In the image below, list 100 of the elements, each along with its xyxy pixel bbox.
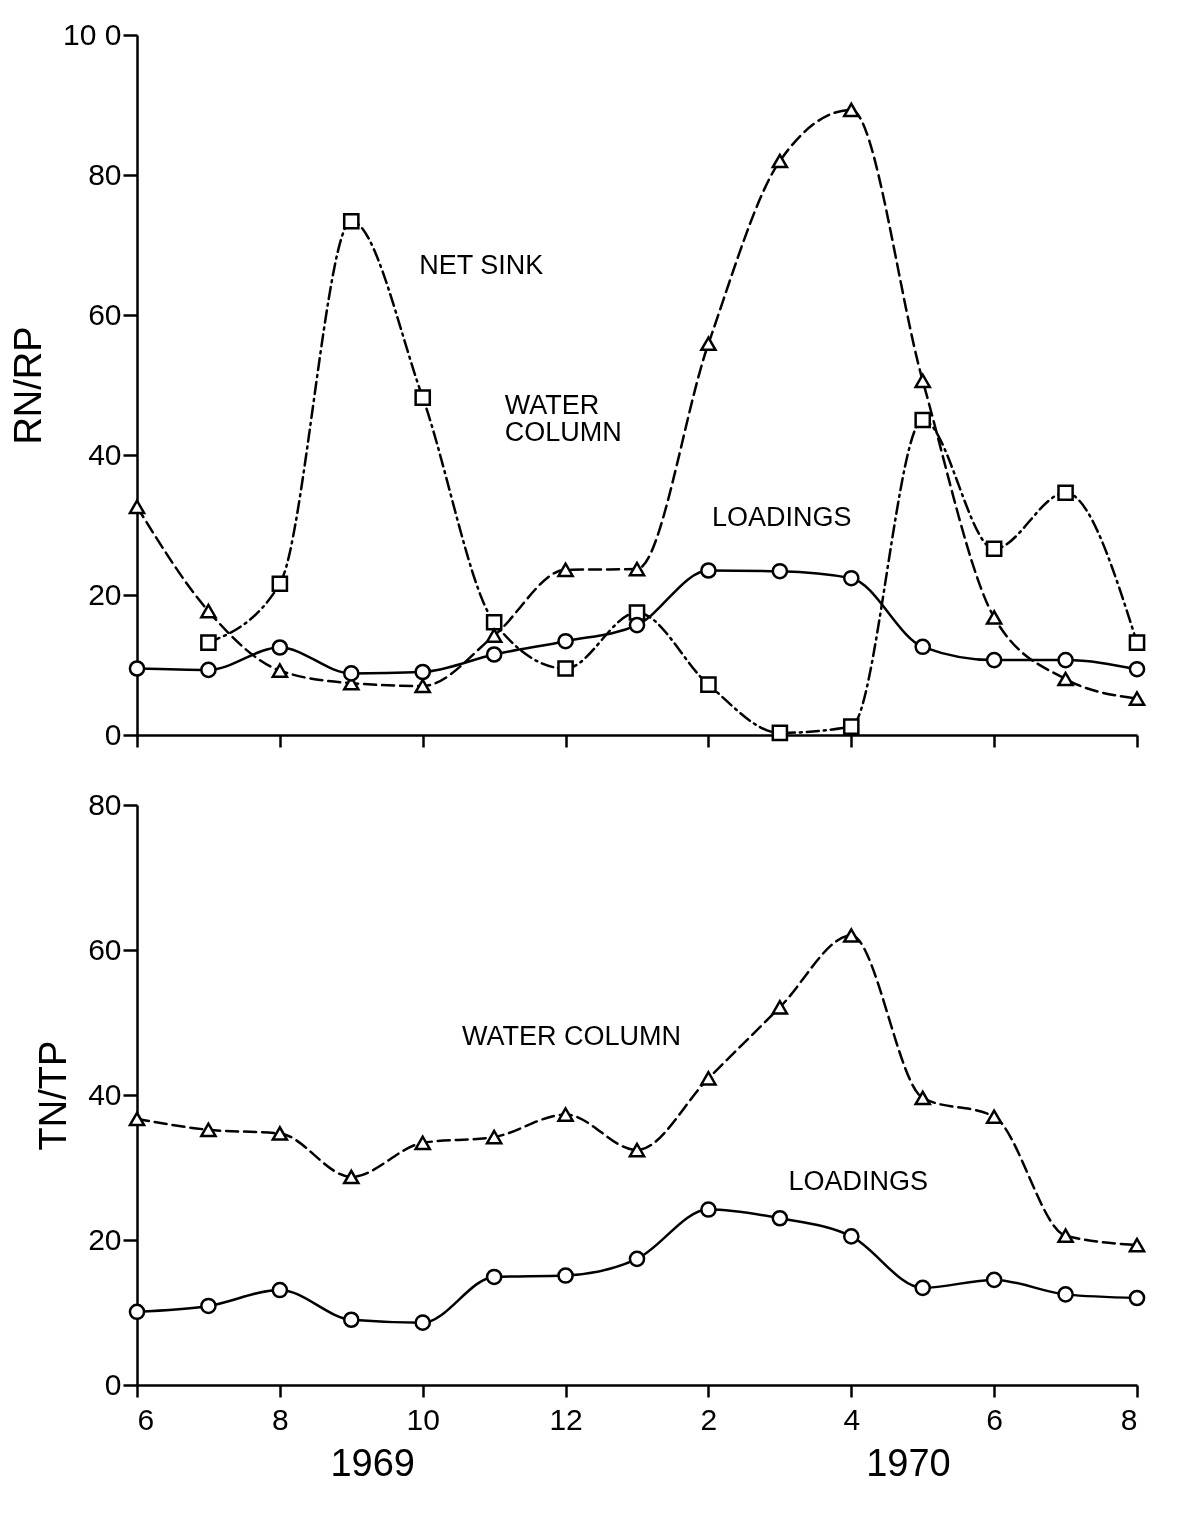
point: [1057, 1286, 1074, 1303]
point: [200, 1122, 217, 1138]
x-tick-label: 2: [700, 1402, 718, 1436]
point: [628, 1142, 646, 1158]
point: [842, 928, 860, 943]
point: [485, 1268, 503, 1286]
point: [985, 610, 1003, 625]
x-tick-label: 12: [549, 1402, 583, 1436]
point: [914, 638, 932, 656]
point: [485, 646, 503, 663]
point: [985, 651, 1003, 669]
point: [557, 1267, 574, 1284]
point: [700, 336, 717, 352]
text: WATER COLUMN: [504, 390, 622, 447]
y-tick-label: 60: [88, 297, 122, 331]
point: [414, 1135, 432, 1151]
point: [128, 660, 146, 677]
point: [557, 660, 574, 677]
point: [128, 1303, 146, 1321]
series-label: LOADINGS: [712, 502, 852, 532]
point: [700, 1201, 717, 1218]
point: [628, 616, 646, 634]
point: [485, 628, 503, 643]
point: [985, 1109, 1003, 1125]
x-tick-label: 10: [406, 1402, 440, 1436]
y-tick-label: 0: [104, 717, 122, 751]
point: [700, 1070, 717, 1086]
point: [485, 1129, 503, 1145]
point: [200, 1297, 217, 1315]
point: [842, 102, 860, 118]
point: [700, 562, 717, 579]
series-label: WATER COLUMN: [462, 1021, 681, 1051]
text: 1969: [330, 1442, 415, 1484]
point: [271, 1126, 289, 1141]
point: [628, 561, 646, 577]
point: [271, 663, 289, 678]
point: [414, 389, 432, 406]
point: [842, 1228, 860, 1245]
y-tick-label: 40: [88, 1077, 122, 1111]
point: [1057, 671, 1074, 687]
point: [1057, 1228, 1074, 1244]
point: [200, 661, 217, 679]
x-tick-label: 8: [1120, 1402, 1138, 1436]
point: [1057, 651, 1074, 669]
point: [200, 603, 217, 619]
x-tick-label: 4: [843, 1402, 861, 1436]
point: [342, 1169, 360, 1185]
x-tick-label: 6: [986, 1402, 1003, 1436]
point: [914, 373, 932, 389]
point: [771, 1209, 789, 1227]
point: [771, 724, 789, 742]
point: [271, 639, 289, 656]
point: [557, 1107, 574, 1122]
point: [914, 1279, 932, 1297]
point: [842, 718, 860, 735]
point: [557, 632, 574, 650]
y-tick-label: 60: [88, 932, 122, 966]
point: [200, 634, 217, 651]
point: [485, 613, 503, 631]
point: [1128, 1289, 1146, 1307]
point: [342, 665, 360, 682]
y-tick-label: 80: [88, 157, 122, 191]
x-tick-label: 8: [272, 1402, 289, 1436]
x-tick-label: 6: [137, 1402, 155, 1436]
point: [842, 569, 860, 587]
point: [414, 1314, 432, 1331]
text: 1970: [866, 1442, 951, 1484]
y-tick-label: 10 0: [63, 17, 122, 51]
point: [342, 212, 360, 230]
point: [771, 999, 789, 1015]
point: [985, 540, 1003, 558]
point: [271, 575, 289, 593]
point: [414, 678, 432, 694]
y-axis-title: RN/RP: [7, 326, 50, 445]
y-tick-label: 20: [88, 1222, 122, 1256]
point: [914, 1090, 932, 1106]
point: [271, 1281, 289, 1299]
point: [1128, 634, 1146, 651]
point: [128, 1111, 146, 1127]
point: [342, 1311, 360, 1329]
y-tick-label: 40: [88, 437, 122, 471]
y-axis-title: TN/TP: [32, 1040, 75, 1151]
point: [414, 663, 432, 681]
y-tick-label: 20: [88, 577, 122, 611]
point: [985, 1271, 1003, 1289]
y-tick-label: 0: [104, 1367, 122, 1401]
point: [1128, 1237, 1146, 1253]
point: [557, 562, 574, 578]
y-tick-label: 80: [88, 787, 122, 821]
point: [914, 411, 932, 429]
point: [700, 676, 717, 693]
series-label: NET SINK: [419, 250, 544, 280]
point: [128, 499, 146, 515]
point: [1128, 691, 1146, 706]
series-label: LOADINGS: [788, 1166, 928, 1196]
point: [628, 1250, 646, 1268]
point: [771, 562, 789, 580]
point: [771, 153, 789, 169]
point: [1057, 484, 1074, 502]
point: [1128, 660, 1146, 678]
